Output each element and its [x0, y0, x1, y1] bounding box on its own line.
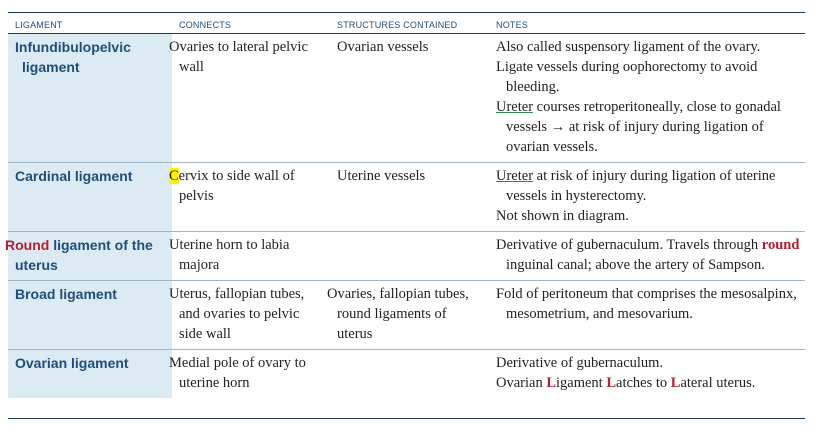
ligament-name: Cardinal ligament	[8, 163, 172, 231]
connects-cell: Ovaries to lateral pelvic wall	[169, 39, 308, 75]
notes-cell: Derivative of gubernaculum. Travels thro…	[496, 237, 800, 273]
ligament-name: Ovarian ligament	[8, 350, 172, 398]
ligament-table: LIGAMENT CONNECTS STRUCTURES CONTAINED N…	[5, 12, 805, 398]
table-row: Broad ligament Uterus, fallopian tubes, …	[8, 281, 805, 350]
connects-cell: Uterus, fallopian tubes, and ovaries to …	[169, 286, 305, 342]
ureter-term: Ureter	[496, 168, 534, 184]
structures-cell: Uterine vessels	[337, 168, 426, 184]
notes-cell: Also called suspensory ligament of the o…	[496, 39, 781, 155]
notes-cell: Derivative of gubernaculum. Ovarian Liga…	[496, 355, 756, 391]
notes-cell: Fold of peritoneum that comprises the me…	[496, 286, 797, 322]
structures-cell: Ovarian vessels	[337, 39, 429, 55]
structures-cell	[330, 232, 488, 280]
header-structures: STRUCTURES CONTAINED	[337, 20, 458, 30]
header-ligament: LIGAMENT	[15, 20, 63, 30]
ligament-name: Round ligament of the uterus	[5, 232, 172, 280]
structures-cell: Ovaries, fallopian tubes, round ligament…	[327, 286, 469, 342]
ureter-term: Ureter	[496, 99, 534, 115]
table-row: Infundibulopelvic ligament Ovaries to la…	[8, 34, 805, 163]
structures-cell	[330, 350, 488, 398]
header-notes: NOTES	[496, 20, 529, 30]
notes-cell: Ureter at risk of injury during ligation…	[496, 168, 776, 224]
connects-cell: Cervix to side wall of pelvis	[169, 168, 295, 204]
table-row: Ovarian ligament Medial pole of ovary to…	[8, 350, 805, 398]
header-connects: CONNECTS	[179, 20, 232, 30]
connects-cell: Uterine horn to labia majora	[169, 237, 290, 273]
table-row: Cardinal ligament Cervix to side wall of…	[8, 163, 805, 232]
ligament-name: Broad ligament	[8, 281, 172, 349]
bottom-rule	[8, 418, 805, 419]
table-row: Round ligament of the uterus Uterine hor…	[5, 232, 805, 281]
table-header: LIGAMENT CONNECTS STRUCTURES CONTAINED N…	[8, 12, 805, 34]
connects-cell: Medial pole of ovary to uterine horn	[169, 355, 306, 391]
ligament-name: Infundibulopelvic ligament	[8, 34, 172, 162]
highlight-mark: C	[169, 168, 179, 184]
